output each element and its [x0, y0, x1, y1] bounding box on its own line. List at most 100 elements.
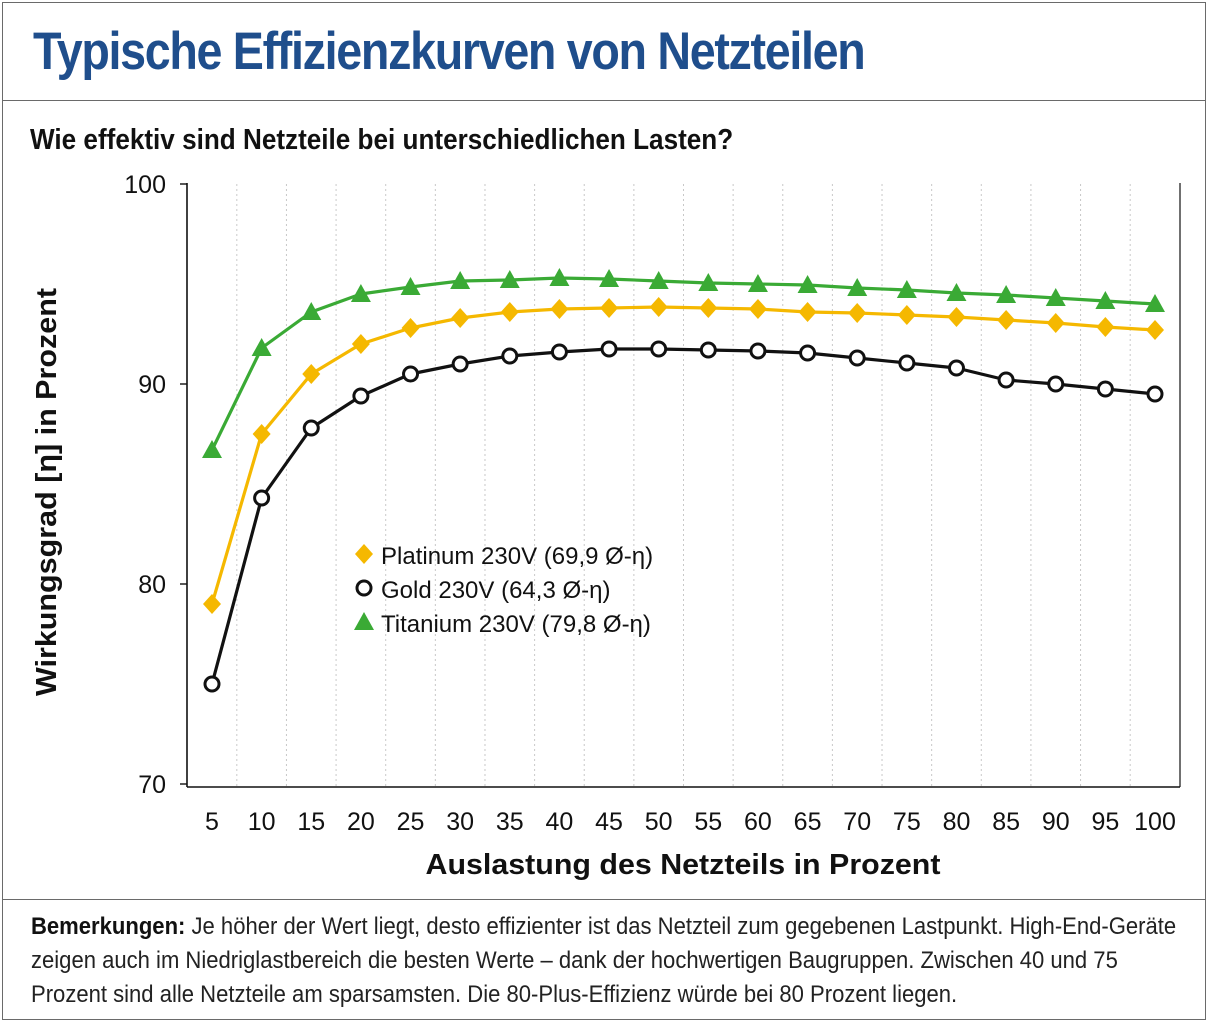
data-point [1146, 320, 1164, 340]
x-tick-label: 65 [794, 808, 822, 836]
x-tick-label: 80 [943, 808, 971, 836]
data-point [896, 280, 917, 298]
y-tick-label: 100 [124, 171, 166, 199]
data-point [450, 271, 471, 289]
data-point [451, 355, 469, 373]
x-tick-label: 100 [1134, 808, 1176, 836]
series-diamond [203, 297, 1164, 614]
x-tick-label: 70 [843, 808, 871, 836]
legend-label: Platinum 230V (69,9 Ø-η) [381, 543, 653, 570]
data-point [402, 365, 420, 383]
x-tick-label: 55 [694, 808, 722, 836]
data-point [251, 338, 272, 356]
data-point [848, 349, 866, 367]
legend-swatch [355, 544, 373, 564]
series-line [210, 276, 1156, 451]
data-point [1096, 380, 1114, 398]
x-tick-label: 40 [546, 808, 574, 836]
data-point [1095, 291, 1116, 309]
data-point [600, 298, 619, 318]
x-tick-label: 90 [1042, 808, 1070, 836]
data-point [550, 299, 569, 319]
legend: Platinum 230V (69,9 Ø-η) Gold 230V (64,3 … [354, 543, 653, 638]
data-point [203, 594, 221, 614]
y-tick-label: 70 [138, 771, 166, 799]
data-point [1047, 375, 1065, 393]
data-point [500, 302, 519, 322]
data-point [799, 344, 817, 362]
title-bar: Typische Effizienzkurven von Netzteilen [3, 3, 1205, 101]
data-point [749, 342, 767, 360]
x-tick-label: 95 [1091, 808, 1119, 836]
data-point [501, 347, 519, 365]
chart-subtitle: Wie effektiv sind Netzteile bei untersch… [30, 124, 734, 156]
page-title: Typische Effizienzkurven von Netzteilen [33, 22, 866, 81]
data-point [847, 278, 868, 296]
y-axis-title: Wirkungsgrad [η] in Prozent [31, 288, 63, 696]
x-tick-label: 50 [645, 808, 673, 836]
data-point [253, 489, 271, 507]
data-point [499, 270, 520, 288]
data-point [550, 343, 568, 361]
series-line [210, 347, 1156, 685]
x-tick-label: 45 [595, 808, 623, 836]
data-point [351, 334, 370, 354]
x-tick-label: 10 [248, 808, 276, 836]
data-point [947, 359, 965, 377]
data-point [996, 285, 1017, 303]
notes-text: Je höher der Wert liegt, desto effizient… [31, 913, 1177, 1008]
data-point [848, 303, 867, 323]
data-point [599, 269, 620, 287]
notes-paragraph: Bemerkungen: Je höher der Wert liegt, de… [31, 910, 1179, 1012]
data-point [898, 354, 916, 372]
data-point [1096, 317, 1115, 337]
data-point [401, 318, 420, 338]
series-triangle [202, 268, 1165, 458]
legend-swatch [355, 579, 373, 597]
data-point [301, 302, 322, 320]
data-point [897, 305, 916, 325]
x-axis-title: Auslastung des Netzteils in Prozent [426, 849, 941, 881]
data-point [699, 298, 718, 318]
data-point [400, 277, 421, 295]
data-point [699, 341, 717, 359]
x-tick-label: 75 [893, 808, 921, 836]
data-point [350, 284, 371, 302]
data-point [997, 371, 1015, 389]
legend-swatch [354, 612, 374, 630]
x-tick-label: 5 [205, 808, 219, 836]
data-point [302, 419, 320, 437]
data-point [202, 440, 222, 458]
data-point [352, 387, 370, 405]
data-point [549, 268, 570, 286]
data-point [797, 275, 818, 293]
data-point [997, 310, 1016, 330]
data-point [1045, 288, 1066, 306]
series-circle [203, 340, 1164, 693]
notes-box: Bemerkungen: Je höher der Wert liegt, de… [3, 899, 1205, 1021]
data-point [748, 299, 767, 319]
data-point [648, 271, 669, 289]
y-tick-labels: 70 80 90 100 [124, 171, 187, 799]
data-point [1046, 313, 1065, 333]
data-point [798, 302, 817, 322]
data-point [1146, 385, 1164, 403]
y-tick-label: 80 [138, 571, 166, 599]
data-point [252, 424, 271, 444]
data-point [947, 307, 966, 327]
data-point [1145, 294, 1165, 312]
data-point [946, 283, 967, 301]
x-tick-label: 15 [297, 808, 325, 836]
data-point [649, 297, 668, 317]
x-tick-label: 60 [744, 808, 772, 836]
data-point [747, 274, 768, 292]
legend-label: Gold 230V (64,3 Ø-η) [381, 577, 610, 604]
x-tick-label: 35 [496, 808, 524, 836]
legend-label: Titanium 230V (79,8 Ø-η) [381, 611, 651, 638]
data-point [698, 273, 719, 291]
grid-layer [236, 184, 1131, 786]
x-tick-label: 20 [347, 808, 375, 836]
series-layer [202, 268, 1165, 693]
